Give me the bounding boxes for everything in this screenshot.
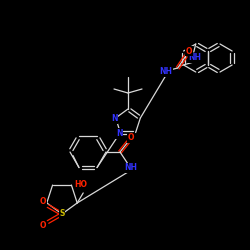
Text: S: S <box>59 210 65 218</box>
Text: NH: NH <box>188 54 201 62</box>
Text: N: N <box>112 114 118 124</box>
Text: O: O <box>186 46 192 56</box>
Text: O: O <box>40 198 46 206</box>
Text: N: N <box>116 129 122 138</box>
Text: O: O <box>128 134 134 142</box>
Text: NH: NH <box>124 164 138 172</box>
Text: O: O <box>40 222 46 230</box>
Text: NH: NH <box>159 68 172 76</box>
Text: HO: HO <box>75 180 88 190</box>
